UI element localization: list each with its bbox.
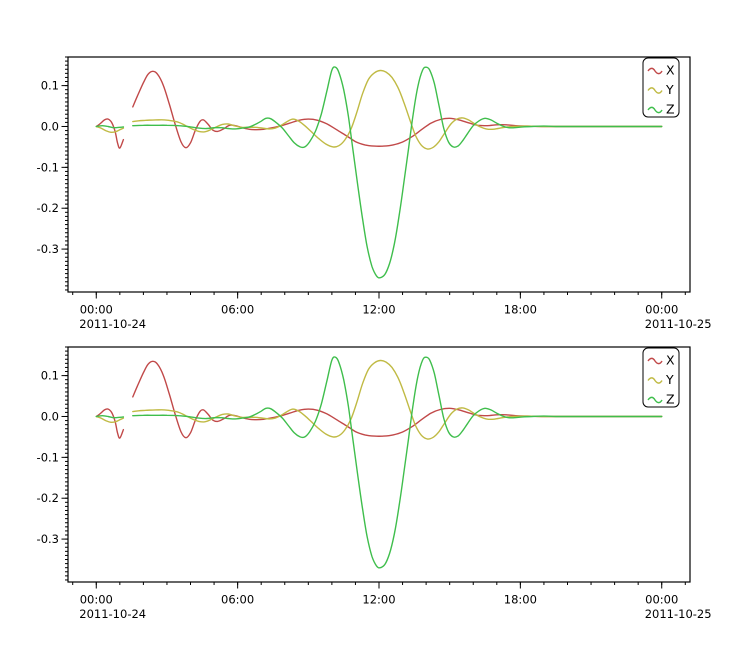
y-tick-label: -0.1 (37, 450, 59, 464)
x-tick-label: 18:00 (504, 593, 537, 607)
x-tick-label: 12:00 (362, 303, 395, 317)
series-Y-line (95, 125, 125, 133)
x-tick-label: 18:00 (504, 303, 537, 317)
y-tick-label: -0.2 (37, 491, 59, 505)
series-Y-line (132, 359, 663, 440)
legend-box (642, 347, 680, 408)
y-tick-label: 0.0 (41, 119, 59, 133)
legend-sample-Z (647, 396, 663, 404)
legend-sample-X (647, 357, 663, 365)
x-date-label: 2011-10-25 (645, 317, 712, 331)
x-tick-label: 00:00 (645, 303, 678, 317)
legend-box (642, 57, 680, 118)
y-tick-label: -0.2 (37, 201, 59, 215)
legend-sample-X (647, 67, 663, 75)
x-tick-label: 06:00 (221, 593, 254, 607)
series-X-line (95, 118, 125, 149)
x-tick-label: 06:00 (221, 303, 254, 317)
legend-sample-Y (647, 87, 663, 94)
y-tick-label: 0.1 (41, 369, 59, 383)
legend-sample-Y (647, 377, 663, 384)
y-tick-label: -0.3 (37, 242, 59, 256)
y-tick-label: -0.1 (37, 160, 59, 174)
x-date-label: 2011-10-24 (79, 317, 146, 331)
legend-label: Z (666, 392, 675, 407)
series-X-line (132, 70, 663, 149)
series-X-line (132, 360, 663, 439)
x-tick-label: 12:00 (362, 593, 395, 607)
series-Y-line (132, 69, 663, 150)
y-tick-label: 0.0 (41, 409, 59, 423)
x-date-label: 2011-10-24 (79, 607, 146, 621)
legend-label: X (666, 353, 675, 368)
x-tick-label: 00:00 (645, 593, 678, 607)
series-Y-line (95, 415, 125, 423)
legend-label: Z (666, 102, 675, 117)
series-X-line (95, 408, 125, 439)
x-date-label: 2011-10-25 (645, 607, 712, 621)
series-Z-line (132, 356, 663, 569)
legend-sample-Z (647, 106, 663, 114)
y-tick-label: -0.3 (37, 532, 59, 546)
x-tick-label: 00:00 (80, 303, 113, 317)
y-tick-label: 0.1 (41, 79, 59, 93)
legend-label: Y (665, 82, 674, 97)
series-Z-line (95, 125, 125, 129)
plot-frame (67, 56, 691, 293)
series-Z-line (132, 66, 663, 279)
x-tick-label: 00:00 (80, 593, 113, 607)
legend-label: X (666, 63, 675, 78)
series-Z-line (95, 415, 125, 419)
plot-frame (67, 346, 691, 583)
legend-label: Y (665, 372, 674, 387)
